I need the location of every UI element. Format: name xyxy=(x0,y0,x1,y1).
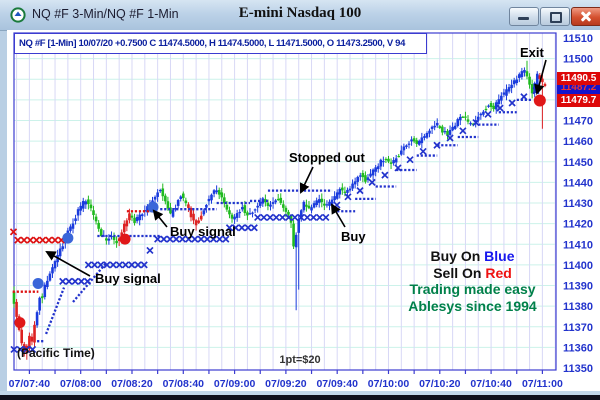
x-axis-label: 07/09:20 xyxy=(265,378,307,390)
y-axis-label: 11370 xyxy=(563,322,593,334)
x-axis-label: 07/08:20 xyxy=(111,378,153,390)
screen-edge-strip xyxy=(0,395,600,400)
stop-dot-trails xyxy=(12,98,533,343)
chart-title: E-mini Nasdaq 100 xyxy=(238,5,362,21)
y-axis-label: 11500 xyxy=(563,54,593,66)
sell-signal-dot xyxy=(14,317,26,329)
x-axis-label: 07/09:00 xyxy=(214,378,256,390)
watermark-line-buy: Buy On Blue xyxy=(430,248,515,264)
timezone-note: (Pacific Time) xyxy=(17,346,95,360)
y-axis-label: 11420 xyxy=(563,219,593,231)
buy-signal-dot xyxy=(32,277,44,289)
window-bottom-frame xyxy=(0,391,600,396)
point-value-note: 1pt=$20 xyxy=(279,354,321,366)
y-axis-label: 11440 xyxy=(563,177,593,189)
x-axis-label: 07/09:40 xyxy=(316,378,358,390)
x-axis-label: 07/07:40 xyxy=(9,378,51,390)
y-axis-label: 11380 xyxy=(563,301,593,313)
gridlines xyxy=(14,33,556,370)
x-axis-label: 07/08:00 xyxy=(60,378,102,390)
exit-dot xyxy=(533,94,546,107)
maximize-button[interactable] xyxy=(540,7,570,26)
signal-dots xyxy=(14,94,546,329)
chart-annotation: Buy signal xyxy=(170,224,236,239)
chart-annotation: Stopped out xyxy=(289,150,365,165)
buy-signal-dot xyxy=(62,232,74,244)
plot-frame xyxy=(13,32,557,371)
y-axis-label: 11350 xyxy=(563,363,593,375)
y-axis-label: 11460 xyxy=(563,136,593,148)
y-axis-label: 11400 xyxy=(563,260,593,272)
sell-signal-dot xyxy=(119,233,131,245)
watermark-line-3: Trading made easy xyxy=(409,281,536,297)
chart-annotation: Buy xyxy=(341,229,366,244)
y-axis-label: 11390 xyxy=(563,281,593,293)
buy-signal-dot xyxy=(147,201,159,213)
x-axis-label: 07/10:00 xyxy=(368,378,410,390)
x-axis-label: 07/10:40 xyxy=(470,378,512,390)
y-axis-label: 11470 xyxy=(563,116,593,128)
watermark-line-4: Ablesys since 1994 xyxy=(408,297,537,314)
chart-annotation: Buy signal xyxy=(95,271,161,286)
x-axis-label: 07/11:00 xyxy=(522,378,563,390)
y-axis-label: 11410 xyxy=(563,239,593,251)
maximize-icon xyxy=(550,12,562,23)
price-marker-stop: 11490.5 xyxy=(557,71,600,85)
minimize-button[interactable] xyxy=(509,7,539,26)
y-axis-label: 11430 xyxy=(563,198,593,210)
candlesticks xyxy=(12,60,547,360)
watermark-line-sell: Sell On Red xyxy=(433,264,512,281)
close-button[interactable] xyxy=(571,7,600,26)
quote-bar: NQ #F [1-Min] 10/07/20 +0.7500 C 11474.5… xyxy=(14,33,427,54)
y-axis-label: 11450 xyxy=(563,157,593,169)
chart-annotation: Exit xyxy=(520,45,545,60)
y-axis-label: 11510 xyxy=(563,33,593,45)
chart-annotations: Buy signal Buy signal Stopped out Buy Exit xyxy=(45,45,547,286)
y-axis-label: 11360 xyxy=(563,342,593,354)
window-titlebar[interactable]: NQ #F 3-Min/NQ #F 1-Min E-mini Nasdaq 10… xyxy=(0,0,600,31)
x-axis-label: 07/10:20 xyxy=(419,378,461,390)
x-marker-chains xyxy=(9,86,540,354)
chart-panel: Buy signal Buy signal Stopped out Buy Exit 07… xyxy=(7,30,600,392)
app-icon xyxy=(10,7,26,23)
window-title: NQ #F 3-Min/NQ #F 1-Min xyxy=(32,7,179,21)
watermark-text: Buy On Blue Sell On Red Trading made eas… xyxy=(385,248,560,314)
x-axis-label: 07/08:40 xyxy=(163,378,205,390)
price-marker-entry: 11479.7 xyxy=(557,94,600,107)
minimize-icon xyxy=(518,17,529,20)
